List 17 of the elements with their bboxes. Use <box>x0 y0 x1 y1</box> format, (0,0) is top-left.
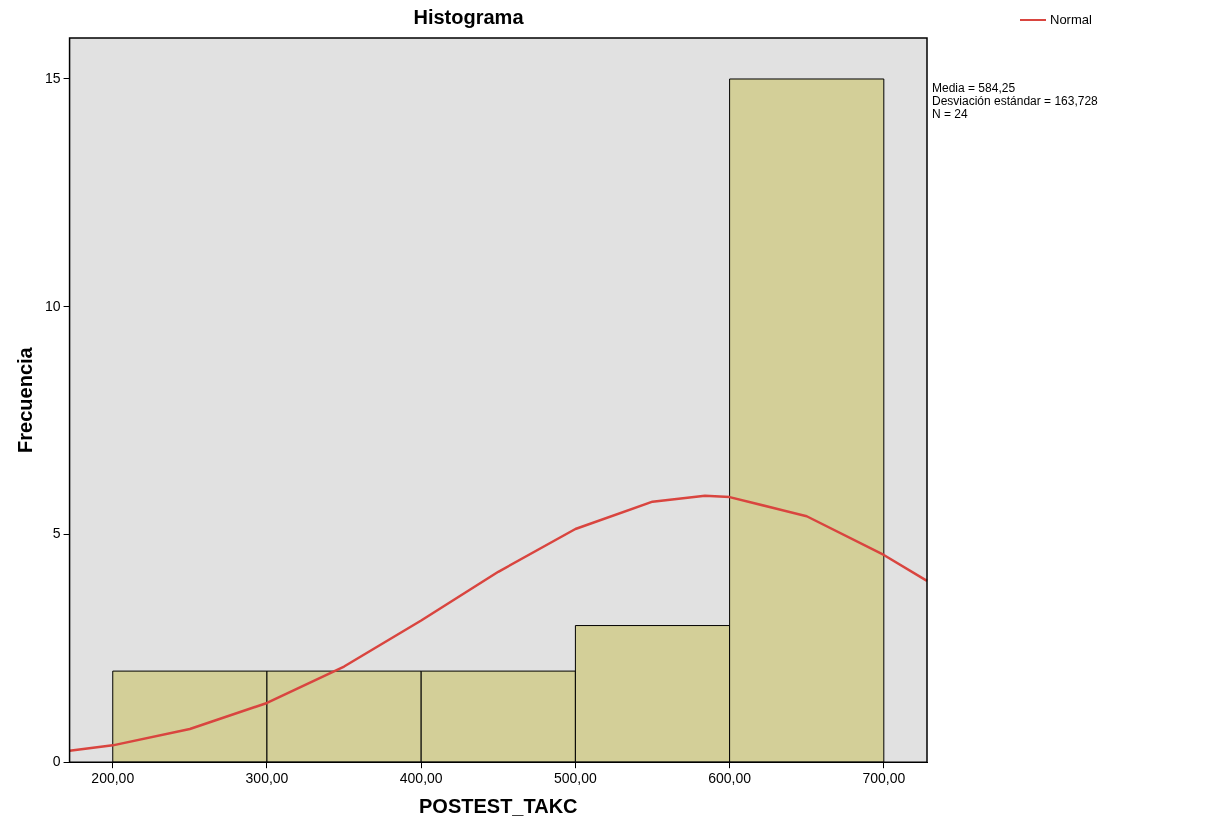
text: Media = 584,25 <box>932 81 1017 95</box>
x-axis-title: POSTEST_TAKC <box>419 794 578 817</box>
legend-label: Normal <box>1050 12 1092 27</box>
text: N = 24 <box>932 107 969 121</box>
text: Desviación estándar = 163,728 <box>932 94 1098 108</box>
x-tick-label: 700,00 <box>862 770 906 787</box>
y-axis-title: Frecuencia <box>13 346 36 453</box>
x-tick-label: 400,00 <box>399 770 443 787</box>
x-tick-label: 200,00 <box>91 770 135 787</box>
x-tick-label: 300,00 <box>245 770 289 787</box>
x-tick-label: 500,00 <box>553 770 598 787</box>
y-tick-label: 5 <box>52 525 61 542</box>
y-tick-label: 0 <box>52 753 61 770</box>
y-tick-label: 15 <box>44 69 61 86</box>
x-tick-label: 600,00 <box>708 770 752 787</box>
y-tick-label: 10 <box>44 297 61 314</box>
chart-title: Histograma <box>413 5 525 28</box>
